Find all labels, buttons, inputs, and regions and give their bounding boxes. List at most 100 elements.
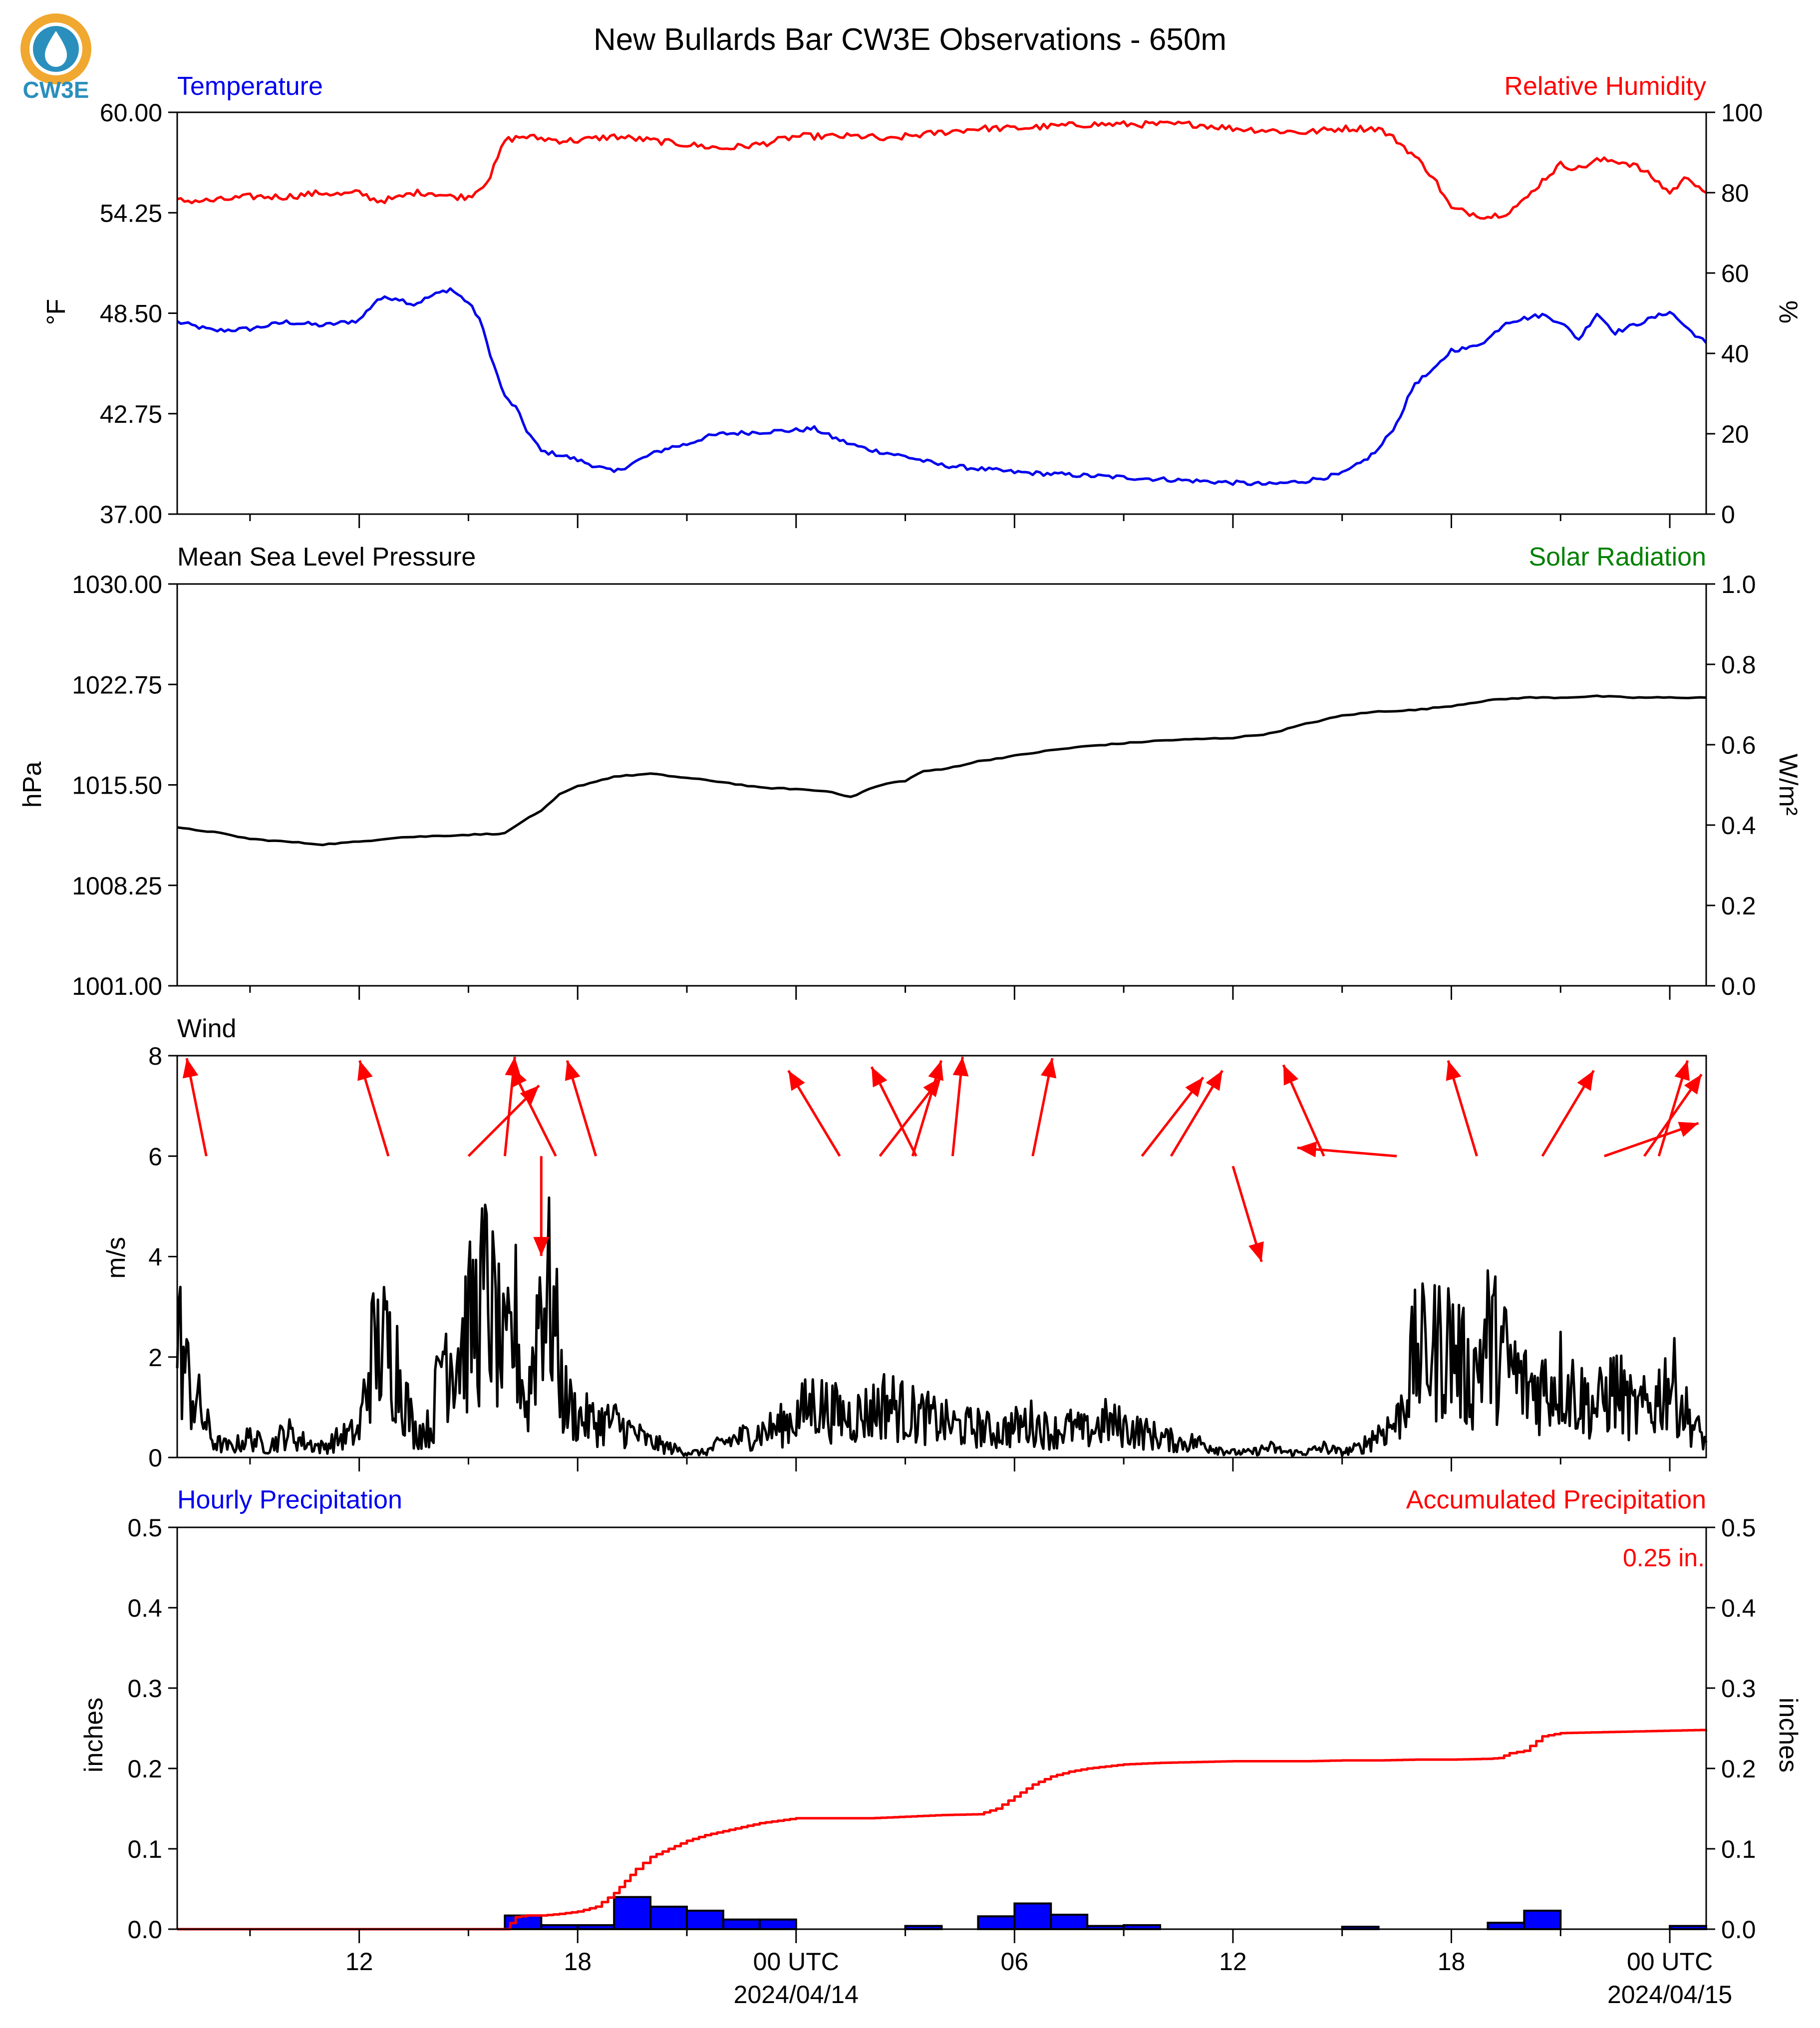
wind-arrow-icon bbox=[1283, 1065, 1299, 1086]
wind-plot-layer: 0 2 4 6 8 bbox=[148, 1042, 1708, 1472]
wind-arrow-icon bbox=[788, 1070, 805, 1091]
wind-title: Wind bbox=[177, 1014, 236, 1043]
wind-arrow-icon bbox=[928, 1060, 944, 1081]
y-tick-label-right: 40 bbox=[1721, 340, 1749, 368]
y-tick-label-right: 0.3 bbox=[1721, 1675, 1756, 1703]
y-tick-label: 54.25 bbox=[100, 199, 162, 227]
precip-bar bbox=[758, 1918, 797, 1930]
y-tick-label-right: 20 bbox=[1721, 420, 1749, 448]
x-date-label: 2024/04/14 bbox=[734, 1981, 859, 2009]
y-tick-label: 0.2 bbox=[127, 1755, 162, 1783]
y-tick-label: 42.75 bbox=[100, 400, 162, 428]
hourly-precipitation-title: Hourly Precipitation bbox=[177, 1485, 402, 1514]
solar-radiation-title: Solar Radiation bbox=[1528, 543, 1706, 572]
precip-bar bbox=[1523, 1909, 1562, 1930]
y-tick-label: 1030.00 bbox=[72, 571, 162, 598]
wind-axis-label: m/s bbox=[102, 1237, 131, 1279]
y-tick-label-right: 80 bbox=[1721, 179, 1749, 207]
pressure-title: Mean Sea Level Pressure bbox=[177, 543, 476, 572]
precip-bar bbox=[1050, 1914, 1089, 1931]
y-tick-label: 0.1 bbox=[127, 1835, 162, 1863]
y-tick-label: 0 bbox=[148, 1444, 162, 1472]
wind-line bbox=[176, 1196, 1708, 1457]
y-tick-label: 0.5 bbox=[127, 1514, 162, 1542]
x-tick-label: 18 bbox=[564, 1948, 592, 1976]
y-tick-label: 37.00 bbox=[100, 501, 162, 529]
y-tick-label: 0.0 bbox=[127, 1916, 162, 1944]
logo-text: CW3E bbox=[23, 77, 89, 103]
y-tick-label: 48.50 bbox=[100, 300, 162, 328]
y-tick-label: 1001.00 bbox=[72, 972, 162, 1000]
wind-arrow-icon bbox=[1678, 1122, 1699, 1137]
relative-humidity-line bbox=[177, 120, 1707, 220]
water-drop-logo-icon bbox=[45, 31, 67, 67]
y-tick-label: 0.3 bbox=[127, 1675, 162, 1703]
precipitation-axis-label: inches bbox=[79, 1698, 108, 1772]
y-tick-label-right: 60 bbox=[1721, 260, 1749, 288]
x-tick-label: 12 bbox=[1219, 1948, 1247, 1976]
plot-frame bbox=[176, 1526, 1707, 1930]
y-tick-label: 4 bbox=[148, 1243, 162, 1271]
accumulated-total-annotation: 0.25 in. bbox=[1623, 1544, 1705, 1572]
x-tick-label: 12 bbox=[345, 1948, 373, 1976]
precip-bar bbox=[613, 1896, 652, 1931]
y-tick-label-right: 0.2 bbox=[1721, 1755, 1756, 1783]
y-tick-label-right: 0.4 bbox=[1721, 812, 1756, 840]
x-tick-label: 06 bbox=[1001, 1948, 1029, 1976]
precip-bar bbox=[1487, 1922, 1525, 1931]
precip-bar bbox=[649, 1905, 688, 1930]
y-tick-label-right: 1.0 bbox=[1721, 571, 1756, 598]
x-date-label: 2024/04/15 bbox=[1607, 1981, 1732, 2009]
precipitation-panel: Hourly Precipitation Accumulated Precipi… bbox=[79, 1485, 1803, 1944]
pressure-solar-panel: Mean Sea Level Pressure Solar Radiation … bbox=[18, 543, 1803, 1000]
logo-ring-icon bbox=[20, 13, 91, 84]
y-tick-label-right: 0.4 bbox=[1721, 1594, 1756, 1622]
x-tick-label: 00 UTC bbox=[753, 1948, 839, 1976]
precip-bar bbox=[977, 1915, 1016, 1930]
y-tick-label-right: 0.0 bbox=[1721, 1916, 1756, 1944]
wind-arrow-icon bbox=[1206, 1070, 1222, 1091]
temperature-humidity-plot-layer: 37.00 42.75 48.50 54.25 60.00 0 20 40 60 80 100 bbox=[100, 99, 1763, 529]
wind-arrow-icon bbox=[1185, 1077, 1204, 1098]
accumulated-precipitation-line bbox=[177, 1729, 1708, 1931]
accumulated-precipitation-title: Accumulated Precipitation bbox=[1406, 1485, 1706, 1514]
wind-arrow-icon bbox=[1297, 1141, 1317, 1158]
mean-sea-level-pressure-line bbox=[177, 694, 1707, 847]
y-tick-label: 1015.50 bbox=[72, 772, 162, 800]
y-tick-label: 0.4 bbox=[127, 1594, 162, 1622]
y-tick-label-right: 0.0 bbox=[1721, 972, 1756, 1000]
precipitation-plot-layer: 0.0 0.1 0.2 0.3 0.4 0.5 0.0 0.1 0.2 0.3 0.4 0.5 bbox=[127, 1514, 1756, 1944]
x-tick-label: 00 UTC bbox=[1627, 1948, 1713, 1976]
y-tick-label: 60.00 bbox=[100, 99, 162, 127]
pressure-solar-plot-layer: 1001.00 1008.25 1015.50 1022.75 1030.00 0.0 0.… bbox=[72, 571, 1756, 1000]
wind-arrow-icon bbox=[952, 1057, 969, 1077]
temperature-axis-label: °F bbox=[42, 299, 71, 325]
chart-title: New Bullards Bar CW3E Observations - 650… bbox=[594, 22, 1226, 57]
y-tick-label-right: 0 bbox=[1721, 501, 1735, 529]
wind-arrow-icon bbox=[1577, 1070, 1594, 1091]
time-axis-labels: 12 18 00 UTC 2024/04/14 06 12 18 00 UTC 2024/04/… bbox=[345, 1948, 1732, 2009]
relative-humidity-title: Relative Humidity bbox=[1504, 72, 1706, 101]
wind-panel: Wind m/s 0 2 4 6 8 bbox=[102, 1014, 1708, 1472]
solar-axis-label: W/m² bbox=[1774, 754, 1803, 816]
y-tick-label: 1008.25 bbox=[72, 872, 162, 900]
x-tick-label: 18 bbox=[1438, 1948, 1466, 1976]
wind-arrow-icon bbox=[182, 1058, 199, 1079]
accumulated-axis-label: inches bbox=[1774, 1698, 1803, 1772]
pressure-axis-label: hPa bbox=[18, 762, 47, 808]
temperature-line bbox=[176, 287, 1707, 486]
wind-arrow-icon bbox=[357, 1060, 373, 1081]
precip-bar bbox=[1013, 1902, 1052, 1930]
wind-arrow-icon bbox=[1446, 1060, 1462, 1081]
wind-arrow-icon bbox=[565, 1060, 581, 1081]
wind-arrow-icon bbox=[1248, 1241, 1264, 1262]
humidity-axis-label: % bbox=[1774, 300, 1803, 323]
wind-arrow-icon bbox=[1674, 1060, 1690, 1081]
y-tick-label: 8 bbox=[148, 1042, 162, 1070]
y-tick-label: 2 bbox=[148, 1344, 162, 1372]
cw3e-logo: CW3E bbox=[20, 13, 91, 103]
y-tick-label-right: 100 bbox=[1721, 99, 1763, 127]
y-tick-label-right: 0.1 bbox=[1721, 1835, 1756, 1863]
y-tick-label-right: 0.2 bbox=[1721, 892, 1756, 920]
